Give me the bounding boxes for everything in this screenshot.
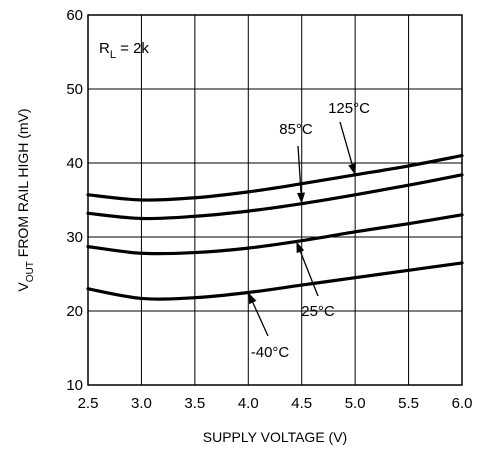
x-tick-label: 5.0: [345, 395, 366, 412]
annotation-arrow-line: [339, 121, 353, 165]
annotation-arrowhead: [296, 241, 305, 254]
x-tick-labels: 2.5 3.0 3.5 4.0 4.5 5.0 5.5 6.0: [78, 395, 473, 412]
annotation-arrow-line: [252, 302, 269, 337]
y-tick-label: 40: [66, 155, 83, 172]
y-tick-label: 30: [66, 229, 83, 246]
x-tick-label: 5.5: [398, 395, 419, 412]
x-tick-label: 4.5: [291, 395, 312, 412]
annotation-arrowhead: [348, 163, 356, 175]
annotation-label: 25°C: [301, 303, 335, 320]
inset-note-sub: L: [110, 49, 116, 61]
x-tick-label: 3.5: [184, 395, 205, 412]
y-axis-label-rest: FROM RAIL HIGH (mV): [15, 108, 31, 261]
x-tick-label: 2.5: [78, 395, 99, 412]
x-tick-label: 4.0: [238, 395, 259, 412]
annotation-arrow-line: [297, 145, 302, 193]
annotation-arrows: [248, 121, 356, 337]
inset-note-main: R: [99, 40, 110, 57]
annotation-arrowhead: [248, 292, 257, 305]
annotation-label: -40°C: [251, 344, 290, 361]
y-tick-label: 20: [66, 303, 83, 320]
annotation-arrow-line: [299, 251, 319, 297]
y-axis-label-main: V: [15, 282, 31, 292]
plot-frame: [87, 14, 463, 386]
annotation-arrowhead: [297, 192, 305, 204]
x-tick-label: 6.0: [452, 395, 473, 412]
annotation-label: 125°C: [328, 100, 370, 117]
series-lines: [86, 154, 464, 301]
grid: [88, 15, 462, 385]
y-axis-label-sub: OUT: [25, 261, 36, 282]
x-tick-label: 3.0: [131, 395, 152, 412]
y-tick-label: 60: [66, 7, 83, 24]
series-line: [86, 154, 464, 202]
series-line: [86, 213, 464, 256]
y-tick-labels: 10 20 30 40 50 60: [66, 7, 83, 394]
x-axis-label: SUPPLY VOLTAGE (V): [203, 429, 347, 445]
inset-note-rest: = 2k: [116, 40, 149, 57]
series-line: [86, 173, 464, 221]
annotation-label: 85°C: [279, 121, 313, 138]
series-line: [86, 261, 464, 301]
y-tick-label: 50: [66, 81, 83, 98]
annotation-labels: 125°C 85°C 25°C -40°C: [251, 100, 370, 361]
inset-note: RL = 2k: [99, 40, 149, 61]
y-axis-label: VOUT FROM RAIL HIGH (mV): [15, 108, 36, 291]
y-tick-label: 10: [66, 377, 83, 394]
